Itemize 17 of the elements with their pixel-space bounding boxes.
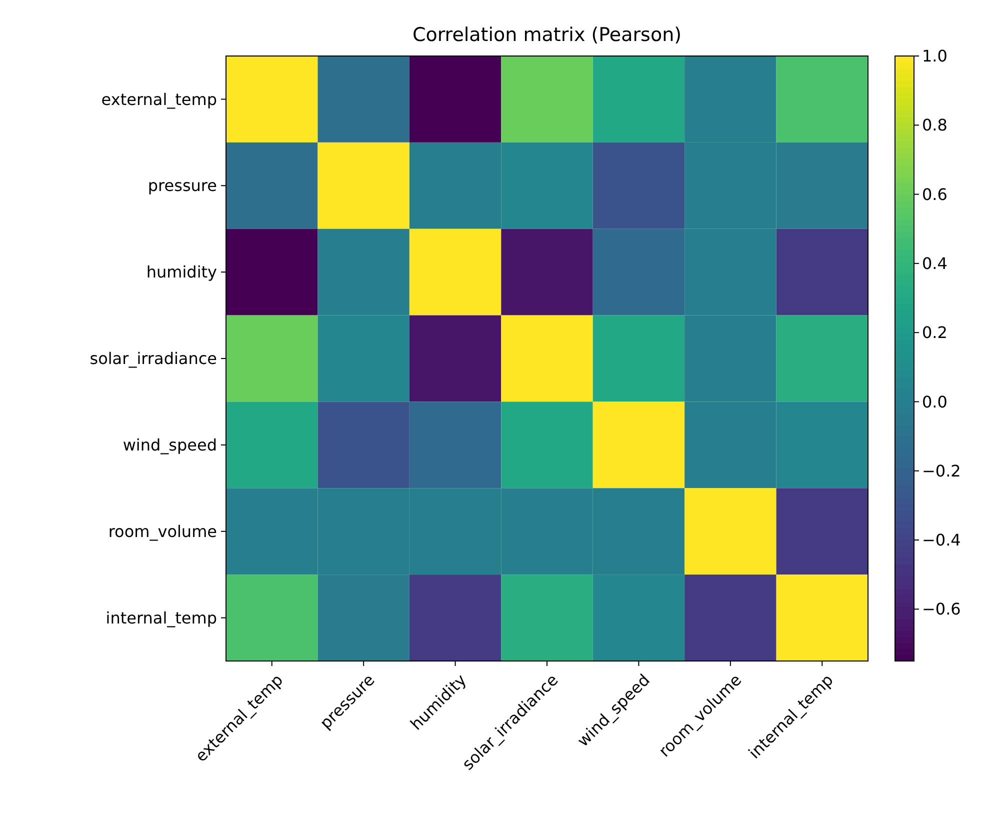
color-bar-label: −0.2 [922, 461, 961, 480]
color-bar-label: 0.0 [922, 392, 948, 412]
color-bar-label: 1.0 [922, 46, 948, 66]
y-tick-label: internal_temp [106, 608, 217, 628]
y-tick-label: pressure [148, 176, 217, 196]
y-tick-label: solar_irradiance [90, 349, 217, 368]
color-bar-label: −0.4 [922, 530, 961, 550]
y-tick-label: room_volume [108, 522, 217, 541]
chart-title: Correlation matrix (Pearson) [412, 24, 682, 46]
color-bar-label: 0.8 [922, 116, 948, 135]
color-bar-label: 0.2 [922, 323, 948, 342]
y-tick-label: wind_speed [122, 436, 217, 455]
color-bar-label: −0.6 [922, 600, 961, 619]
color-bar-label: 0.6 [922, 184, 948, 204]
y-tick-label: humidity [146, 262, 217, 282]
y-tick-label: external_temp [101, 90, 217, 109]
color-bar-label: 0.4 [922, 254, 948, 274]
